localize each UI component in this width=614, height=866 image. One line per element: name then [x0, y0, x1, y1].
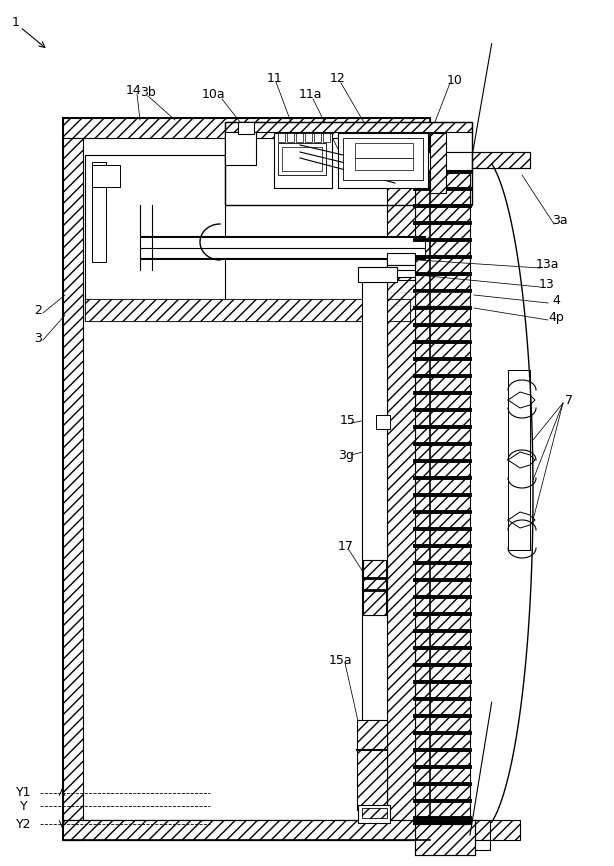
- Text: 17: 17: [338, 540, 354, 553]
- Text: 13: 13: [539, 279, 555, 292]
- Bar: [296, 133, 303, 142]
- Bar: [323, 133, 330, 142]
- Bar: [278, 133, 285, 142]
- Text: 15a: 15a: [328, 654, 352, 667]
- Bar: [305, 133, 312, 142]
- Bar: [362, 808, 387, 818]
- Bar: [387, 168, 415, 830]
- Text: 12: 12: [330, 72, 346, 85]
- Bar: [63, 820, 430, 840]
- Text: 11a: 11a: [298, 88, 322, 101]
- Bar: [85, 299, 410, 321]
- Bar: [274, 133, 332, 188]
- Bar: [282, 147, 322, 171]
- Bar: [85, 155, 225, 320]
- Bar: [225, 132, 256, 165]
- Bar: [387, 152, 472, 170]
- Bar: [225, 122, 472, 205]
- Bar: [85, 299, 410, 321]
- Bar: [387, 253, 415, 265]
- Bar: [63, 118, 430, 840]
- Bar: [376, 415, 390, 429]
- Bar: [363, 560, 386, 615]
- Text: 13a: 13a: [535, 258, 559, 272]
- Bar: [430, 820, 490, 840]
- Text: 15: 15: [340, 413, 356, 426]
- Bar: [415, 152, 470, 170]
- Text: 11: 11: [267, 72, 283, 85]
- Text: 3g: 3g: [338, 449, 354, 462]
- Bar: [355, 158, 413, 170]
- Bar: [430, 133, 446, 193]
- Text: Y2: Y2: [16, 818, 32, 830]
- Bar: [430, 840, 490, 850]
- Bar: [358, 267, 397, 282]
- Bar: [238, 122, 254, 134]
- Text: 4: 4: [552, 294, 560, 307]
- Bar: [225, 122, 472, 132]
- Bar: [343, 138, 423, 180]
- Text: 10a: 10a: [201, 88, 225, 101]
- Bar: [508, 370, 530, 550]
- Bar: [314, 133, 321, 142]
- Bar: [278, 143, 326, 175]
- Bar: [338, 133, 428, 188]
- Text: 2: 2: [34, 303, 42, 316]
- Bar: [63, 118, 430, 138]
- Bar: [63, 820, 520, 840]
- Text: 7: 7: [565, 393, 573, 406]
- Bar: [415, 820, 475, 855]
- Text: Y: Y: [20, 799, 28, 812]
- Bar: [357, 720, 387, 810]
- Text: 10: 10: [447, 74, 463, 87]
- Text: 3b: 3b: [140, 86, 156, 99]
- Bar: [63, 138, 83, 840]
- Bar: [140, 237, 425, 259]
- Bar: [470, 152, 530, 168]
- Bar: [287, 133, 294, 142]
- Text: 4p: 4p: [548, 312, 564, 325]
- Bar: [355, 143, 413, 158]
- Text: 3a: 3a: [552, 214, 568, 227]
- Text: 14: 14: [126, 83, 142, 96]
- Bar: [387, 265, 415, 277]
- Bar: [358, 805, 390, 823]
- Text: 1: 1: [12, 16, 20, 29]
- Text: Y1: Y1: [16, 786, 32, 799]
- Bar: [470, 152, 530, 168]
- Bar: [415, 168, 470, 830]
- Bar: [92, 162, 106, 262]
- Bar: [92, 165, 120, 187]
- Bar: [362, 280, 387, 810]
- Text: 3: 3: [34, 332, 42, 345]
